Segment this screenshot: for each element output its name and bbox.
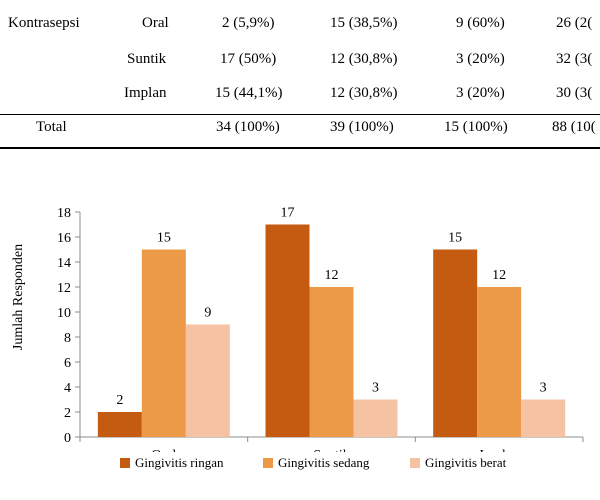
table-cell: 3 (20%)	[456, 51, 505, 67]
x-axis: Oral Suntik Implan	[79, 436, 584, 452]
table-cell: 2 (5,9%)	[222, 15, 275, 31]
legend-swatch	[410, 458, 420, 468]
y-tick-label: 18	[57, 206, 71, 221]
table-cell: 32 (3(	[556, 51, 593, 67]
y-tick-label: 10	[57, 306, 71, 321]
bar-chart: 0 2 4 6 8 10 12 14 16 18 Oral Suntik Implan 2 15 9 17 1…	[11, 206, 584, 452]
legend-label: Gingivitis ringan	[135, 455, 224, 470]
table-rule-bottom	[0, 147, 600, 149]
table-total-label: Total	[36, 119, 67, 135]
table-cell: 26 (2(	[556, 15, 593, 31]
table-rule-mid	[0, 114, 600, 115]
bar	[521, 399, 566, 437]
table-cell: 30 (3(	[556, 85, 593, 101]
table-row-label: Implan	[124, 85, 167, 101]
legend-item: Gingivitis sedang	[263, 455, 369, 471]
data-label: 9	[204, 306, 211, 321]
table-row-label: Suntik	[127, 51, 167, 67]
data-label: 2	[116, 393, 123, 408]
table-cell: 39 (100%)	[330, 119, 394, 135]
y-tick-label: 16	[57, 231, 71, 246]
y-tick-label: 2	[64, 406, 71, 421]
bar	[141, 249, 186, 437]
legend-item: Gingivitis berat	[410, 455, 506, 471]
legend-item: Gingivitis ringan	[120, 455, 223, 471]
table-group-label: Kontrasepsi	[8, 15, 80, 31]
table-cell: 9 (60%)	[456, 15, 505, 31]
x-tick-label: Implan	[479, 448, 519, 452]
data-label: 3	[540, 381, 547, 396]
bar	[309, 287, 354, 437]
y-tick-label: 6	[64, 356, 71, 371]
table-cell: 15 (100%)	[444, 119, 508, 135]
bar-series-group	[97, 224, 566, 437]
legend-label: Gingivitis berat	[425, 455, 507, 470]
data-label: 15	[448, 231, 462, 246]
y-axis: 0 2 4 6 8 10 12 14 16 18	[57, 206, 81, 446]
data-label: 12	[492, 268, 506, 283]
y-tick-label: 14	[57, 256, 71, 271]
x-tick-label: Oral	[151, 448, 176, 452]
table-cell: 34 (100%)	[216, 119, 280, 135]
results-table: Kontrasepsi Oral 2 (5,9%) 15 (38,5%) 9 (…	[0, 0, 600, 150]
data-label: 17	[281, 206, 295, 221]
table-cell: 12 (30,8%)	[330, 85, 398, 101]
legend-label: Gingivitis sedang	[278, 455, 370, 470]
bar	[265, 224, 310, 437]
y-tick-label: 12	[57, 281, 71, 296]
y-tick-label: 4	[64, 381, 71, 396]
bar	[477, 287, 522, 437]
table-cell: 15 (44,1%)	[215, 85, 283, 101]
y-axis-title: Jumlah Responden	[11, 244, 26, 350]
x-tick-label: Suntik	[313, 448, 350, 452]
y-tick-label: 8	[64, 331, 71, 346]
table-row-label: Oral	[142, 15, 169, 31]
data-label: 3	[372, 381, 379, 396]
table-cell: 3 (20%)	[456, 85, 505, 101]
table-cell: 12 (30,8%)	[330, 51, 398, 67]
data-label-group: 2 15 9 17 12 3 15 12 3	[116, 206, 546, 409]
bar	[353, 399, 398, 437]
data-label: 15	[157, 231, 171, 246]
bar	[433, 249, 478, 437]
table-cell: 17 (50%)	[220, 51, 277, 67]
table-cell: 88 (10(	[552, 119, 596, 135]
table-cell: 15 (38,5%)	[330, 15, 398, 31]
chart-legend: Gingivitis ringan Gingivitis sedang Gingiv…	[0, 452, 600, 500]
legend-swatch	[263, 458, 273, 468]
bar	[97, 412, 142, 437]
y-tick-label: 0	[64, 431, 71, 446]
legend-swatch	[120, 458, 130, 468]
data-label: 12	[325, 268, 339, 283]
bar	[185, 324, 230, 437]
